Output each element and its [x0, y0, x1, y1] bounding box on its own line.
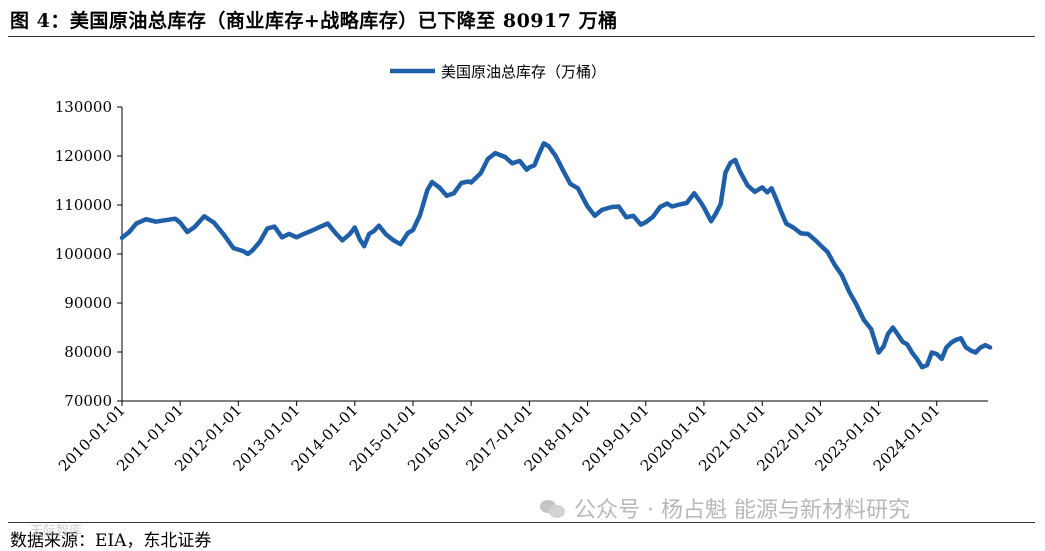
chart-legend: 美国原油总库存（万桶）	[390, 63, 606, 81]
y-tick-label: 130000	[55, 98, 112, 116]
watermark-text: 公众号 · 杨占魁 能源与新材料研究	[574, 498, 910, 523]
source-note: 数据来源：EIA，东北证券	[10, 531, 212, 551]
footer-divider	[8, 522, 1035, 523]
y-tick-label: 110000	[55, 196, 112, 214]
title-divider	[8, 36, 1035, 37]
line-chart: 美国原油总库存（万桶） 70000 80000 90000 100000 110000 1…	[55, 63, 993, 475]
watermark-small: 天际智库	[30, 524, 83, 539]
plot-area	[119, 141, 993, 370]
y-tick-label: 120000	[55, 147, 112, 165]
wechat-icon	[540, 498, 566, 518]
y-tick-label: 80000	[64, 343, 112, 361]
y-tick-label: 100000	[55, 245, 112, 263]
y-tick-label: 70000	[64, 392, 112, 410]
watermark: 公众号 · 杨占魁 能源与新材料研究	[540, 492, 910, 524]
x-axis: 2010-01-012011-01-012012-01-012013-01-01…	[55, 400, 988, 475]
legend-label: 美国原油总库存（万桶）	[441, 63, 606, 81]
figure-title: 图 4：美国原油总库存（商业库存+战略库存）已下降至 80917 万桶	[10, 10, 618, 32]
y-tick-label: 90000	[64, 294, 112, 312]
y-axis: 70000 80000 90000 100000 110000 120000 130000	[55, 98, 123, 410]
series-line	[119, 141, 993, 370]
